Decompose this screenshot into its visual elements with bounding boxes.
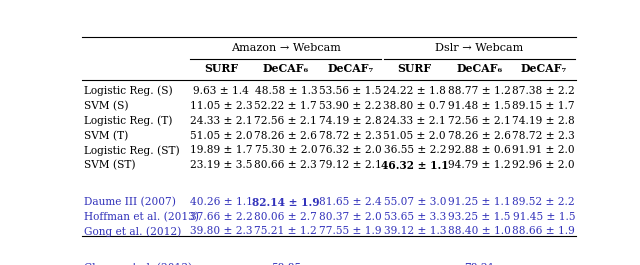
Text: 88.66 ± 1.9: 88.66 ± 1.9	[513, 227, 575, 236]
Text: 91.91 ± 2.0: 91.91 ± 2.0	[513, 145, 575, 156]
Text: 77.55 ± 1.9: 77.55 ± 1.9	[319, 227, 381, 236]
Text: Logistic Reg. (T): Logistic Reg. (T)	[84, 116, 172, 126]
Text: 55.07 ± 3.0: 55.07 ± 3.0	[383, 197, 446, 207]
Text: 74.19 ± 2.8: 74.19 ± 2.8	[513, 116, 575, 126]
Text: Daume III (2007): Daume III (2007)	[84, 197, 176, 207]
Text: 72.56 ± 2.1: 72.56 ± 2.1	[255, 116, 317, 126]
Text: 79.12 ± 2.1: 79.12 ± 2.1	[319, 160, 381, 170]
Text: 76.32 ± 2.0: 76.32 ± 2.0	[319, 145, 381, 156]
Text: 46.32 ± 1.1: 46.32 ± 1.1	[381, 160, 449, 171]
Text: 38.80 ± 0.7: 38.80 ± 0.7	[383, 101, 446, 111]
Text: 91.25 ± 1.1: 91.25 ± 1.1	[448, 197, 511, 207]
Text: 53.56 ± 1.5: 53.56 ± 1.5	[319, 86, 381, 96]
Text: 93.25 ± 1.5: 93.25 ± 1.5	[448, 211, 511, 222]
Text: 37.66 ± 2.2: 37.66 ± 2.2	[190, 211, 253, 222]
Text: 80.37 ± 2.0: 80.37 ± 2.0	[319, 211, 381, 222]
Text: 9.63 ± 1.4: 9.63 ± 1.4	[193, 86, 250, 96]
Text: 24.22 ± 1.8: 24.22 ± 1.8	[383, 86, 446, 96]
Text: Chopra et al. (2013): Chopra et al. (2013)	[84, 263, 192, 265]
Text: SVM (T): SVM (T)	[84, 131, 128, 141]
Text: 87.38 ± 2.2: 87.38 ± 2.2	[513, 86, 575, 96]
Text: 39.12 ± 1.3: 39.12 ± 1.3	[383, 227, 446, 236]
Text: SURF: SURF	[397, 63, 432, 74]
Text: 72.56 ± 2.1: 72.56 ± 2.1	[448, 116, 511, 126]
Text: 92.96 ± 2.0: 92.96 ± 2.0	[513, 160, 575, 170]
Text: 78.72 ± 2.3: 78.72 ± 2.3	[319, 131, 381, 140]
Text: DeCAF₇: DeCAF₇	[520, 63, 567, 74]
Text: 94.79 ± 1.2: 94.79 ± 1.2	[448, 160, 511, 170]
Text: 74.19 ± 2.8: 74.19 ± 2.8	[319, 116, 381, 126]
Text: 36.55 ± 2.2: 36.55 ± 2.2	[383, 145, 446, 156]
Text: 24.33 ± 2.1: 24.33 ± 2.1	[190, 116, 253, 126]
Text: SVM (ST): SVM (ST)	[84, 160, 136, 171]
Text: 91.45 ± 1.5: 91.45 ± 1.5	[513, 211, 575, 222]
Text: Logistic Reg. (ST): Logistic Reg. (ST)	[84, 145, 180, 156]
Text: 78.21: 78.21	[464, 263, 495, 265]
Text: 78.26 ± 2.6: 78.26 ± 2.6	[255, 131, 317, 140]
Text: 78.72 ± 2.3: 78.72 ± 2.3	[513, 131, 575, 140]
Text: 88.40 ± 1.0: 88.40 ± 1.0	[448, 227, 511, 236]
Text: DeCAF₆: DeCAF₆	[456, 63, 502, 74]
Text: 53.65 ± 3.3: 53.65 ± 3.3	[383, 211, 446, 222]
Text: Hoffman et al. (2013): Hoffman et al. (2013)	[84, 211, 199, 222]
Text: 80.66 ± 2.3: 80.66 ± 2.3	[255, 160, 317, 170]
Text: 78.26 ± 2.6: 78.26 ± 2.6	[448, 131, 511, 140]
Text: 48.58 ± 1.3: 48.58 ± 1.3	[255, 86, 317, 96]
Text: 24.33 ± 2.1: 24.33 ± 2.1	[383, 116, 446, 126]
Text: 19.89 ± 1.7: 19.89 ± 1.7	[190, 145, 253, 156]
Text: 82.14 ± 1.9: 82.14 ± 1.9	[252, 197, 319, 208]
Text: Amazon → Webcam: Amazon → Webcam	[231, 43, 340, 53]
Text: 52.22 ± 1.7: 52.22 ± 1.7	[255, 101, 317, 111]
Text: 51.05 ± 2.0: 51.05 ± 2.0	[383, 131, 446, 140]
Text: 80.06 ± 2.7: 80.06 ± 2.7	[255, 211, 317, 222]
Text: Gong et al. (2012): Gong et al. (2012)	[84, 227, 181, 237]
Text: SURF: SURF	[204, 63, 239, 74]
Text: 89.15 ± 1.7: 89.15 ± 1.7	[513, 101, 575, 111]
Text: 75.21 ± 1.2: 75.21 ± 1.2	[255, 227, 317, 236]
Text: Dslr → Webcam: Dslr → Webcam	[435, 43, 524, 53]
Text: 92.88 ± 0.6: 92.88 ± 0.6	[448, 145, 511, 156]
Text: 51.05 ± 2.0: 51.05 ± 2.0	[190, 131, 253, 140]
Text: 39.80 ± 2.3: 39.80 ± 2.3	[190, 227, 253, 236]
Text: 89.52 ± 2.2: 89.52 ± 2.2	[513, 197, 575, 207]
Text: 11.05 ± 2.3: 11.05 ± 2.3	[190, 101, 253, 111]
Text: 88.77 ± 1.2: 88.77 ± 1.2	[448, 86, 511, 96]
Text: SVM (S): SVM (S)	[84, 101, 129, 111]
Text: 23.19 ± 3.5: 23.19 ± 3.5	[190, 160, 253, 170]
Text: DeCAF₆: DeCAF₆	[263, 63, 309, 74]
Text: 75.30 ± 2.0: 75.30 ± 2.0	[255, 145, 317, 156]
Text: 40.26 ± 1.1: 40.26 ± 1.1	[190, 197, 253, 207]
Text: 58.85: 58.85	[271, 263, 301, 265]
Text: 91.48 ± 1.5: 91.48 ± 1.5	[448, 101, 511, 111]
Text: DeCAF₇: DeCAF₇	[327, 63, 374, 74]
Text: 81.65 ± 2.4: 81.65 ± 2.4	[319, 197, 381, 207]
Text: 53.90 ± 2.2: 53.90 ± 2.2	[319, 101, 381, 111]
Text: Logistic Reg. (S): Logistic Reg. (S)	[84, 86, 173, 96]
